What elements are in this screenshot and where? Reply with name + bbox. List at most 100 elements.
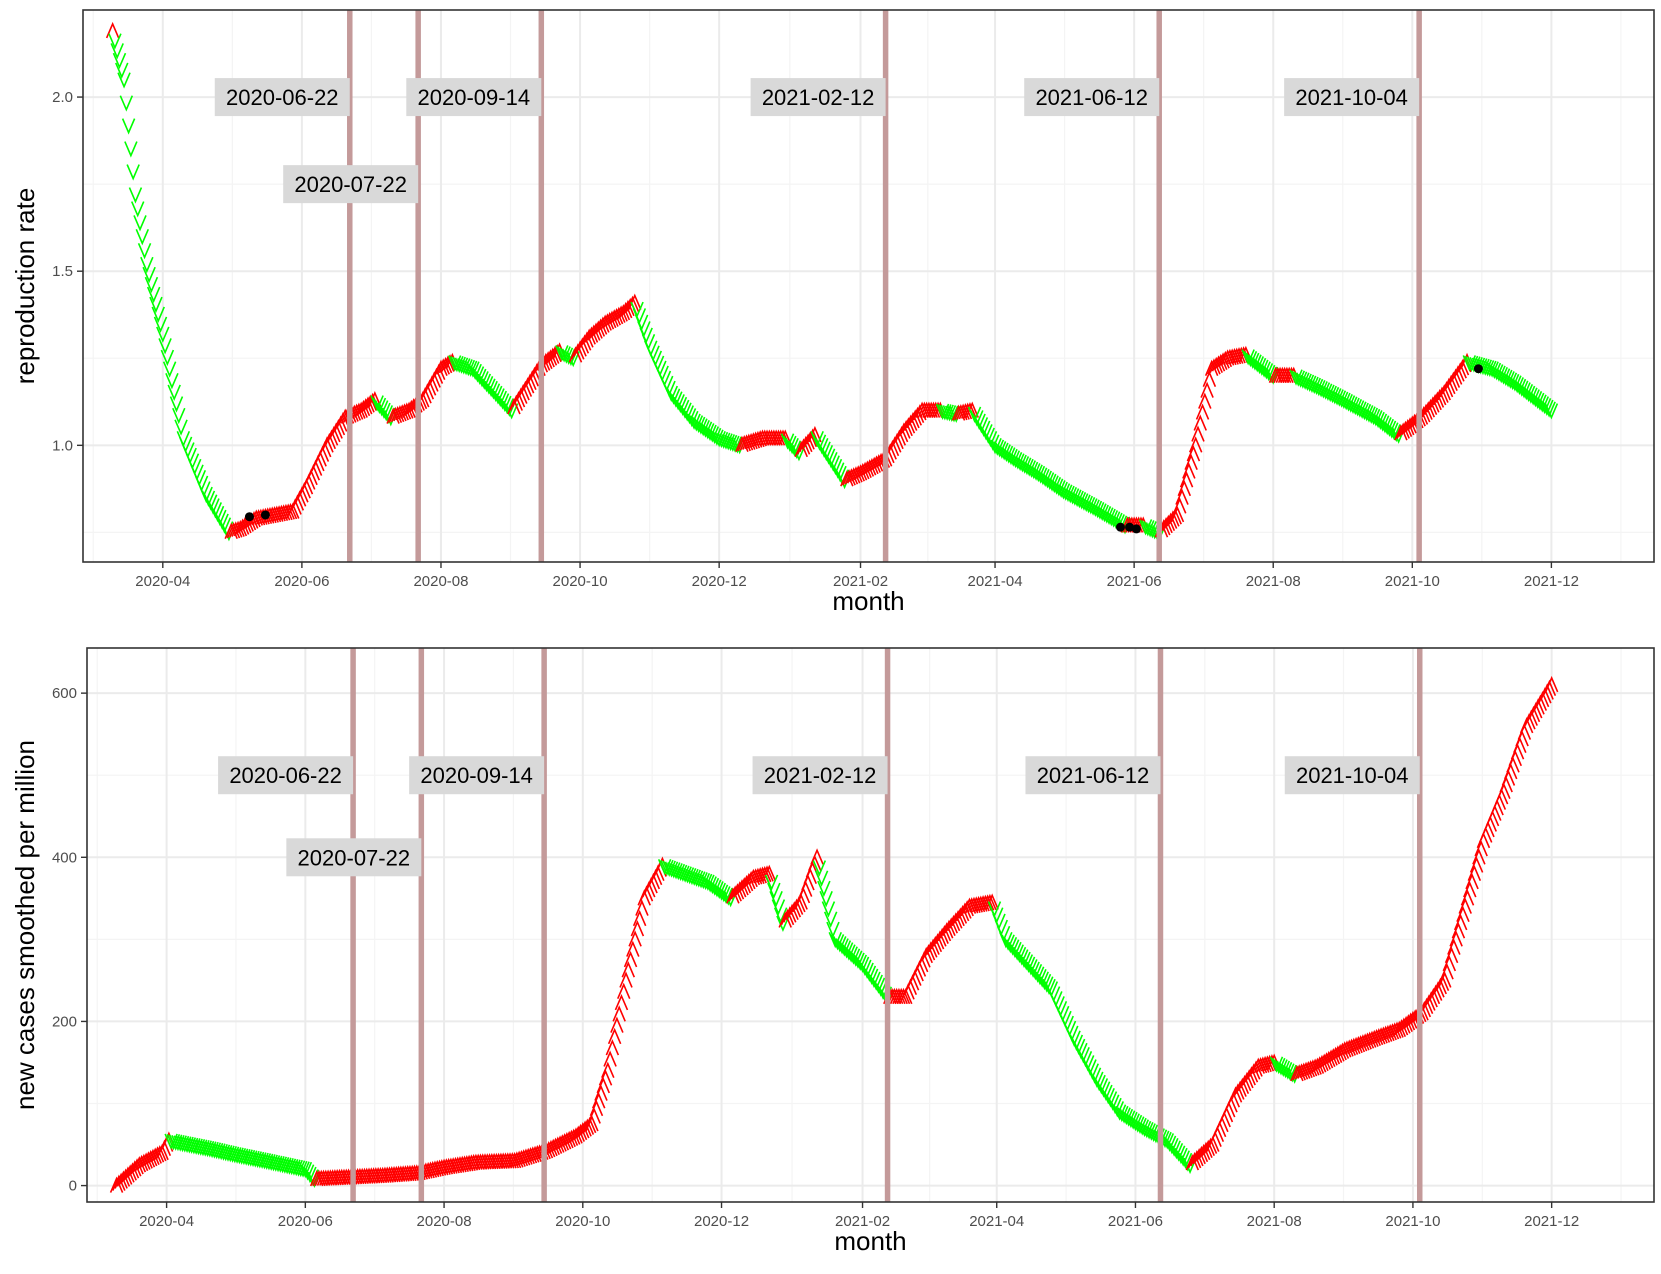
down-arrow-marker (691, 416, 706, 434)
annotation-label: 2020-09-14 (418, 85, 531, 110)
y-tick-label: 0 (69, 1178, 77, 1195)
up-arrow-marker (955, 904, 970, 922)
up-arrow-marker (621, 961, 636, 978)
up-arrow-marker (614, 993, 629, 1011)
down-arrow-marker (1045, 475, 1059, 492)
down-arrow-marker (851, 952, 865, 969)
down-arrow-marker (1255, 359, 1269, 377)
down-arrow-marker (1109, 512, 1123, 530)
up-arrow-marker (607, 309, 622, 326)
up-arrow-marker (146, 1148, 160, 1165)
down-arrow-marker (678, 402, 692, 419)
down-arrow-marker (1140, 1122, 1154, 1139)
up-arrow-marker (851, 465, 865, 482)
up-arrow-marker (1242, 1069, 1256, 1086)
up-arrow-marker (598, 1069, 613, 1086)
down-arrow-marker (696, 872, 711, 890)
down-arrow-marker (110, 43, 124, 60)
up-arrow-marker (400, 402, 414, 419)
down-arrow-marker (1070, 490, 1084, 508)
up-arrow-marker (1308, 1058, 1322, 1075)
up-arrow-marker (758, 429, 772, 446)
down-arrow-marker (1496, 368, 1511, 385)
up-arrow-marker (1465, 872, 1479, 890)
down-arrow-marker (121, 118, 136, 135)
up-arrow-marker (1204, 359, 1219, 377)
up-arrow-marker (628, 293, 642, 310)
up-arrow-marker (141, 1151, 156, 1168)
annotation-label: 2020-06-22 (229, 763, 342, 788)
down-arrow-marker (1124, 1111, 1138, 1129)
up-arrow-marker (1433, 977, 1447, 995)
down-arrow-marker (705, 426, 720, 443)
down-arrow-marker (819, 891, 833, 908)
up-arrow-marker (919, 946, 933, 964)
down-arrow-marker (999, 932, 1013, 949)
x-tick-label: 2021-06 (1108, 1213, 1163, 1230)
up-arrow-marker (1198, 392, 1212, 409)
up-arrow-marker (963, 401, 977, 419)
panel-border (86, 647, 1655, 1203)
down-arrow-marker (837, 940, 852, 957)
down-arrow-marker (1137, 1120, 1152, 1138)
down-arrow-marker (1037, 973, 1052, 991)
up-arrow-marker (901, 417, 916, 434)
up-arrow-marker (1442, 377, 1456, 395)
down-arrow-marker (1517, 382, 1531, 399)
down-arrow-marker (1537, 397, 1552, 415)
up-arrow-marker (330, 1168, 344, 1186)
up-arrow-marker (360, 1167, 374, 1184)
down-arrow-marker (830, 934, 845, 951)
annotation-label: 2020-06-22 (226, 85, 339, 110)
up-arrow-marker (903, 414, 918, 431)
up-arrow-marker (1312, 1056, 1327, 1073)
up-arrow-marker (803, 430, 818, 448)
up-arrow-marker (796, 438, 811, 455)
down-arrow-marker (675, 399, 690, 417)
x-axis-title: month (834, 1226, 906, 1256)
up-arrow-marker (541, 350, 555, 368)
down-arrow-marker (1104, 510, 1119, 527)
up-arrow-marker (958, 902, 972, 919)
down-arrow-marker (1086, 499, 1100, 516)
down-arrow-marker (1133, 1117, 1147, 1135)
up-arrow-marker (1460, 889, 1475, 906)
up-arrow-marker (1182, 462, 1196, 479)
down-arrow-marker (1146, 1125, 1161, 1143)
annotation-label: 2021-06-12 (1037, 763, 1150, 788)
down-arrow-marker (1061, 485, 1075, 503)
down-arrow-marker (1252, 357, 1267, 375)
down-arrow-marker (1499, 369, 1513, 387)
down-arrow-marker (1250, 356, 1264, 373)
y-tick-label: 600 (52, 685, 77, 702)
down-arrow-marker (814, 870, 829, 887)
up-arrow-marker (109, 1176, 124, 1193)
up-arrow-marker (910, 406, 925, 424)
down-arrow-marker (942, 405, 957, 422)
up-arrow-marker (1200, 381, 1214, 398)
down-arrow-marker (1257, 361, 1271, 378)
up-arrow-marker (1474, 840, 1488, 857)
down-arrow-marker (1269, 1056, 1284, 1073)
up-arrow-marker (953, 907, 968, 924)
down-arrow-marker (703, 876, 717, 893)
down-arrow-marker (844, 946, 858, 963)
up-arrow-marker (1449, 930, 1463, 947)
up-arrow-marker (1249, 1060, 1263, 1077)
up-arrow-marker (116, 1170, 131, 1187)
down-arrow-marker (1020, 458, 1034, 476)
down-arrow-marker (117, 72, 131, 89)
down-arrow-marker (1090, 1071, 1104, 1088)
up-arrow-marker (1187, 1151, 1202, 1169)
down-arrow-marker (477, 373, 492, 390)
up-arrow-marker (985, 893, 999, 910)
down-arrow-marker (694, 418, 708, 435)
down-arrow-marker (785, 438, 799, 455)
down-arrow-marker (1074, 493, 1089, 510)
down-arrow-marker (1008, 451, 1023, 469)
up-arrow-marker (143, 1149, 158, 1167)
x-tick-label: 2020-04 (135, 573, 190, 590)
up-arrow-marker (1277, 366, 1292, 383)
up-arrow-marker (1451, 922, 1466, 939)
up-arrow-marker (1231, 1083, 1245, 1100)
